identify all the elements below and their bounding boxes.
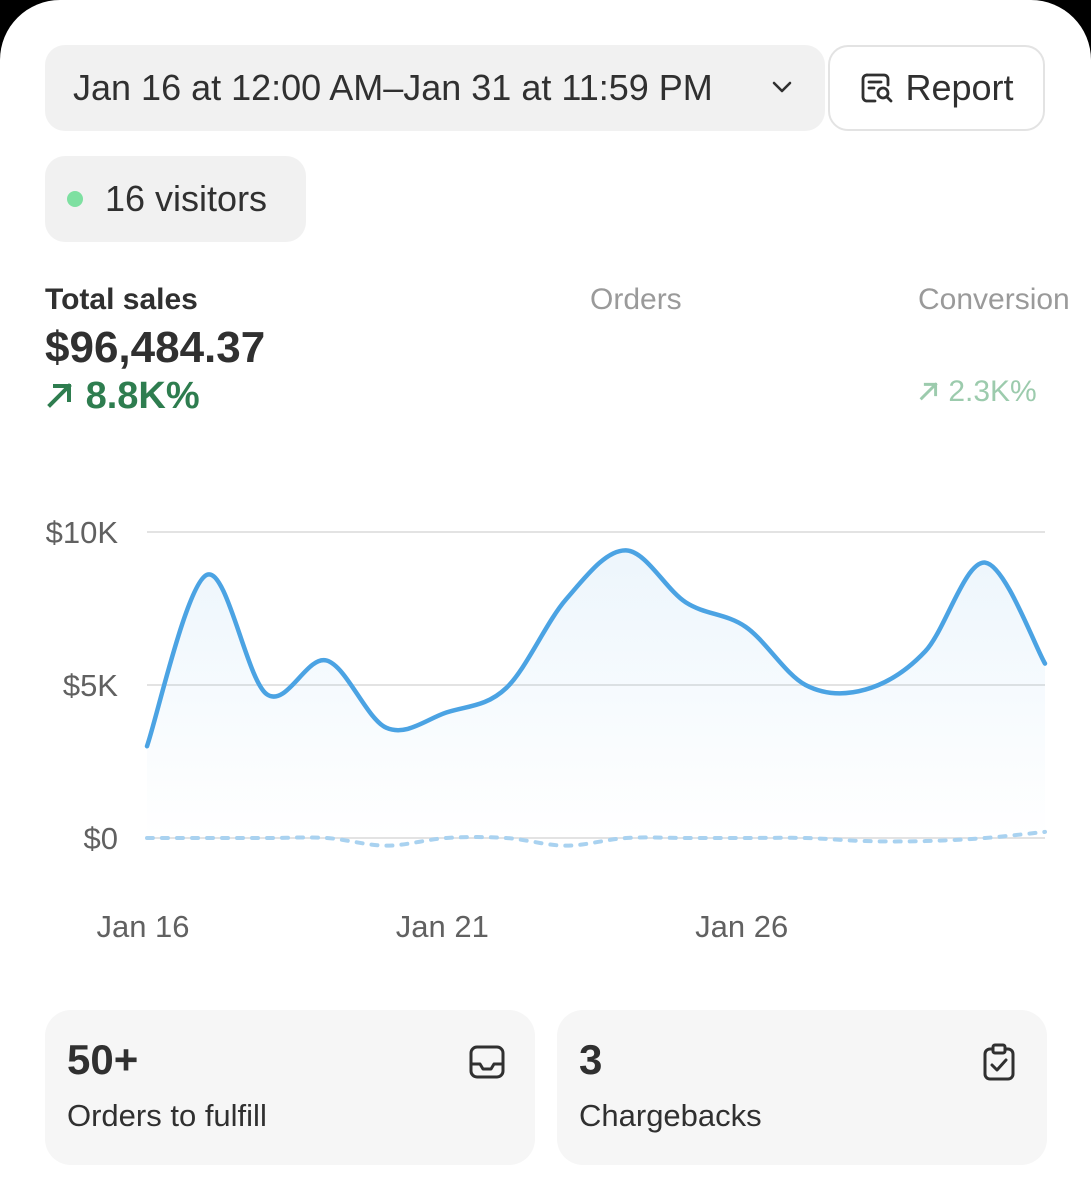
metric-delta-value: 2.3K%	[948, 375, 1037, 408]
metric-delta: 2.3K%	[918, 375, 1070, 409]
y-tick-label: $10K	[46, 515, 119, 550]
metric-label: Total sales	[45, 283, 198, 316]
metric-value-blurred	[590, 323, 682, 373]
visitors-count: 16 visitors	[105, 178, 268, 219]
date-range-label: Jan 16 at 12:00 AM–Jan 31 at 11:59 PM	[73, 67, 713, 108]
arrow-up-right-icon	[47, 383, 72, 408]
date-range-picker[interactable]: Jan 16 at 12:00 AM–Jan 31 at 11:59 PM	[45, 45, 825, 131]
chargebacks-card[interactable]: 3 Chargebacks	[557, 1010, 1047, 1165]
inbox-icon	[469, 1045, 505, 1079]
x-tick-label: Jan 26	[695, 909, 788, 944]
metric-orders[interactable]: Orders	[590, 283, 682, 409]
sales-chart: $0 $5K $10K Jan 16 Jan 21 Jan 26	[46, 515, 1048, 944]
y-tick-label: $0	[84, 821, 118, 856]
y-tick-label: $5K	[63, 668, 118, 703]
live-visitors-badge[interactable]: 16 visitors	[45, 156, 306, 242]
x-tick-label: Jan 21	[396, 909, 489, 944]
metric-delta: 8.8K%	[45, 375, 265, 418]
report-button-label: Report	[905, 67, 1014, 108]
clipboard-check-icon	[983, 1043, 1015, 1081]
metric-delta-value: 8.8K%	[85, 375, 200, 417]
series-area	[147, 550, 1045, 838]
metric-total-sales[interactable]: Total sales $96,484.37 8.8K%	[45, 283, 265, 418]
metric-value: $96,484.37	[45, 323, 266, 372]
comparison-series-line	[145, 829, 1047, 848]
arrow-up-right-icon	[919, 382, 938, 401]
card-caption: Orders to fulfill	[67, 1098, 267, 1133]
metric-conversion[interactable]: Conversion 2.3K%	[918, 283, 1070, 409]
chevron-down-icon	[772, 81, 792, 93]
sales-series-line	[144, 548, 1048, 749]
orders-to-fulfill-card[interactable]: 50+ Orders to fulfill	[45, 1010, 535, 1165]
x-tick-label: Jan 16	[96, 909, 189, 944]
report-search-icon	[862, 73, 893, 103]
metric-delta-blurred	[590, 375, 682, 409]
card-number: 50+	[67, 1036, 139, 1083]
card-number: 3	[579, 1036, 603, 1083]
report-button[interactable]: Report	[828, 45, 1045, 131]
metric-label: Conversion	[918, 283, 1070, 316]
live-indicator-dot	[67, 191, 83, 207]
card-caption: Chargebacks	[579, 1098, 762, 1133]
metric-value-blurred	[918, 323, 1046, 373]
metric-label: Orders	[590, 283, 682, 316]
